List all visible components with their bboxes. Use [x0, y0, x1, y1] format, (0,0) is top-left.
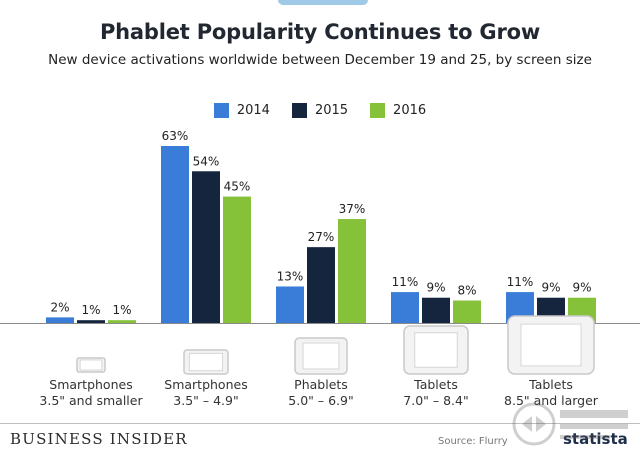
legend-item-2014: 2014 [213, 102, 270, 118]
bar-2015-0 [77, 320, 105, 323]
legend-label-2014: 2014 [236, 102, 270, 118]
category-label-1: Smartphones [164, 377, 247, 392]
data-label-2016-0: 1% [112, 303, 131, 317]
data-label-2014-4: 11% [507, 275, 534, 289]
bar-2014-3 [391, 292, 419, 323]
category-range-4: 8.5" and larger [504, 393, 599, 408]
data-label-2016-4: 9% [572, 281, 591, 295]
business-insider-logo: BUSINESS INSIDER [10, 430, 188, 448]
phablet-icon [294, 337, 348, 375]
bar-2014-0 [46, 317, 74, 323]
legend-swatch-2014 [213, 102, 229, 118]
data-label-2014-3: 11% [392, 275, 419, 289]
data-label-2016-3: 8% [457, 284, 476, 298]
bar-2014-1 [161, 146, 189, 323]
bar-2015-1 [192, 171, 220, 323]
category-range-1: 3.5" – 4.9" [173, 393, 238, 408]
data-label-2015-0: 1% [81, 303, 100, 317]
data-label-2015-1: 54% [193, 154, 220, 168]
bar-2015-3 [422, 297, 450, 323]
data-label-2014-1: 63% [162, 129, 189, 143]
bar-2016-0 [108, 320, 136, 323]
legend: 2014 2015 2016 [0, 101, 640, 119]
bar-2015-2 [307, 247, 335, 323]
bar-2016-3 [453, 300, 481, 323]
large-tablet-icon [507, 315, 595, 375]
data-label-2015-3: 9% [426, 281, 445, 295]
data-label-2016-1: 45% [224, 180, 251, 194]
chart-subtitle: New device activations worldwide between… [48, 52, 592, 68]
data-label-2015-2: 27% [308, 230, 335, 244]
category-label-0: Smartphones [49, 377, 132, 392]
data-label-2015-4: 9% [541, 281, 560, 295]
data-label-2014-2: 13% [277, 269, 304, 283]
legend-item-2015: 2015 [291, 102, 349, 118]
bar-2016-1 [223, 196, 251, 323]
bar-2016-2 [338, 219, 366, 323]
source-note: Source: Flurry [438, 436, 508, 447]
top-decoration-shape [278, 0, 368, 5]
small-smartphone-icon [76, 357, 106, 373]
legend-swatch-2015 [291, 102, 307, 118]
category-range-0: 3.5" and smaller [39, 393, 143, 408]
legend-item-2016: 2016 [370, 102, 427, 118]
chart-title: Phablet Popularity Continues to Grow [99, 20, 541, 44]
category-label-3: Tablets [413, 377, 458, 392]
small-tablet-icon [403, 325, 469, 375]
top-decoration [0, 0, 640, 8]
smartphone-icon [183, 349, 229, 375]
legend-label-2015: 2015 [314, 102, 349, 118]
statista-logo: statista [563, 430, 628, 448]
legend-swatch-2016 [370, 102, 386, 118]
category-label-2: Phablets [294, 377, 348, 392]
bar-2014-2 [276, 286, 304, 323]
data-label-2014-0: 2% [50, 300, 69, 314]
data-label-2016-2: 37% [339, 202, 366, 216]
category-range-2: 5.0" – 6.9" [288, 393, 353, 408]
category-range-3: 7.0" – 8.4" [403, 393, 468, 408]
legend-label-2016: 2016 [393, 102, 427, 118]
category-label-4: Tablets [528, 377, 573, 392]
